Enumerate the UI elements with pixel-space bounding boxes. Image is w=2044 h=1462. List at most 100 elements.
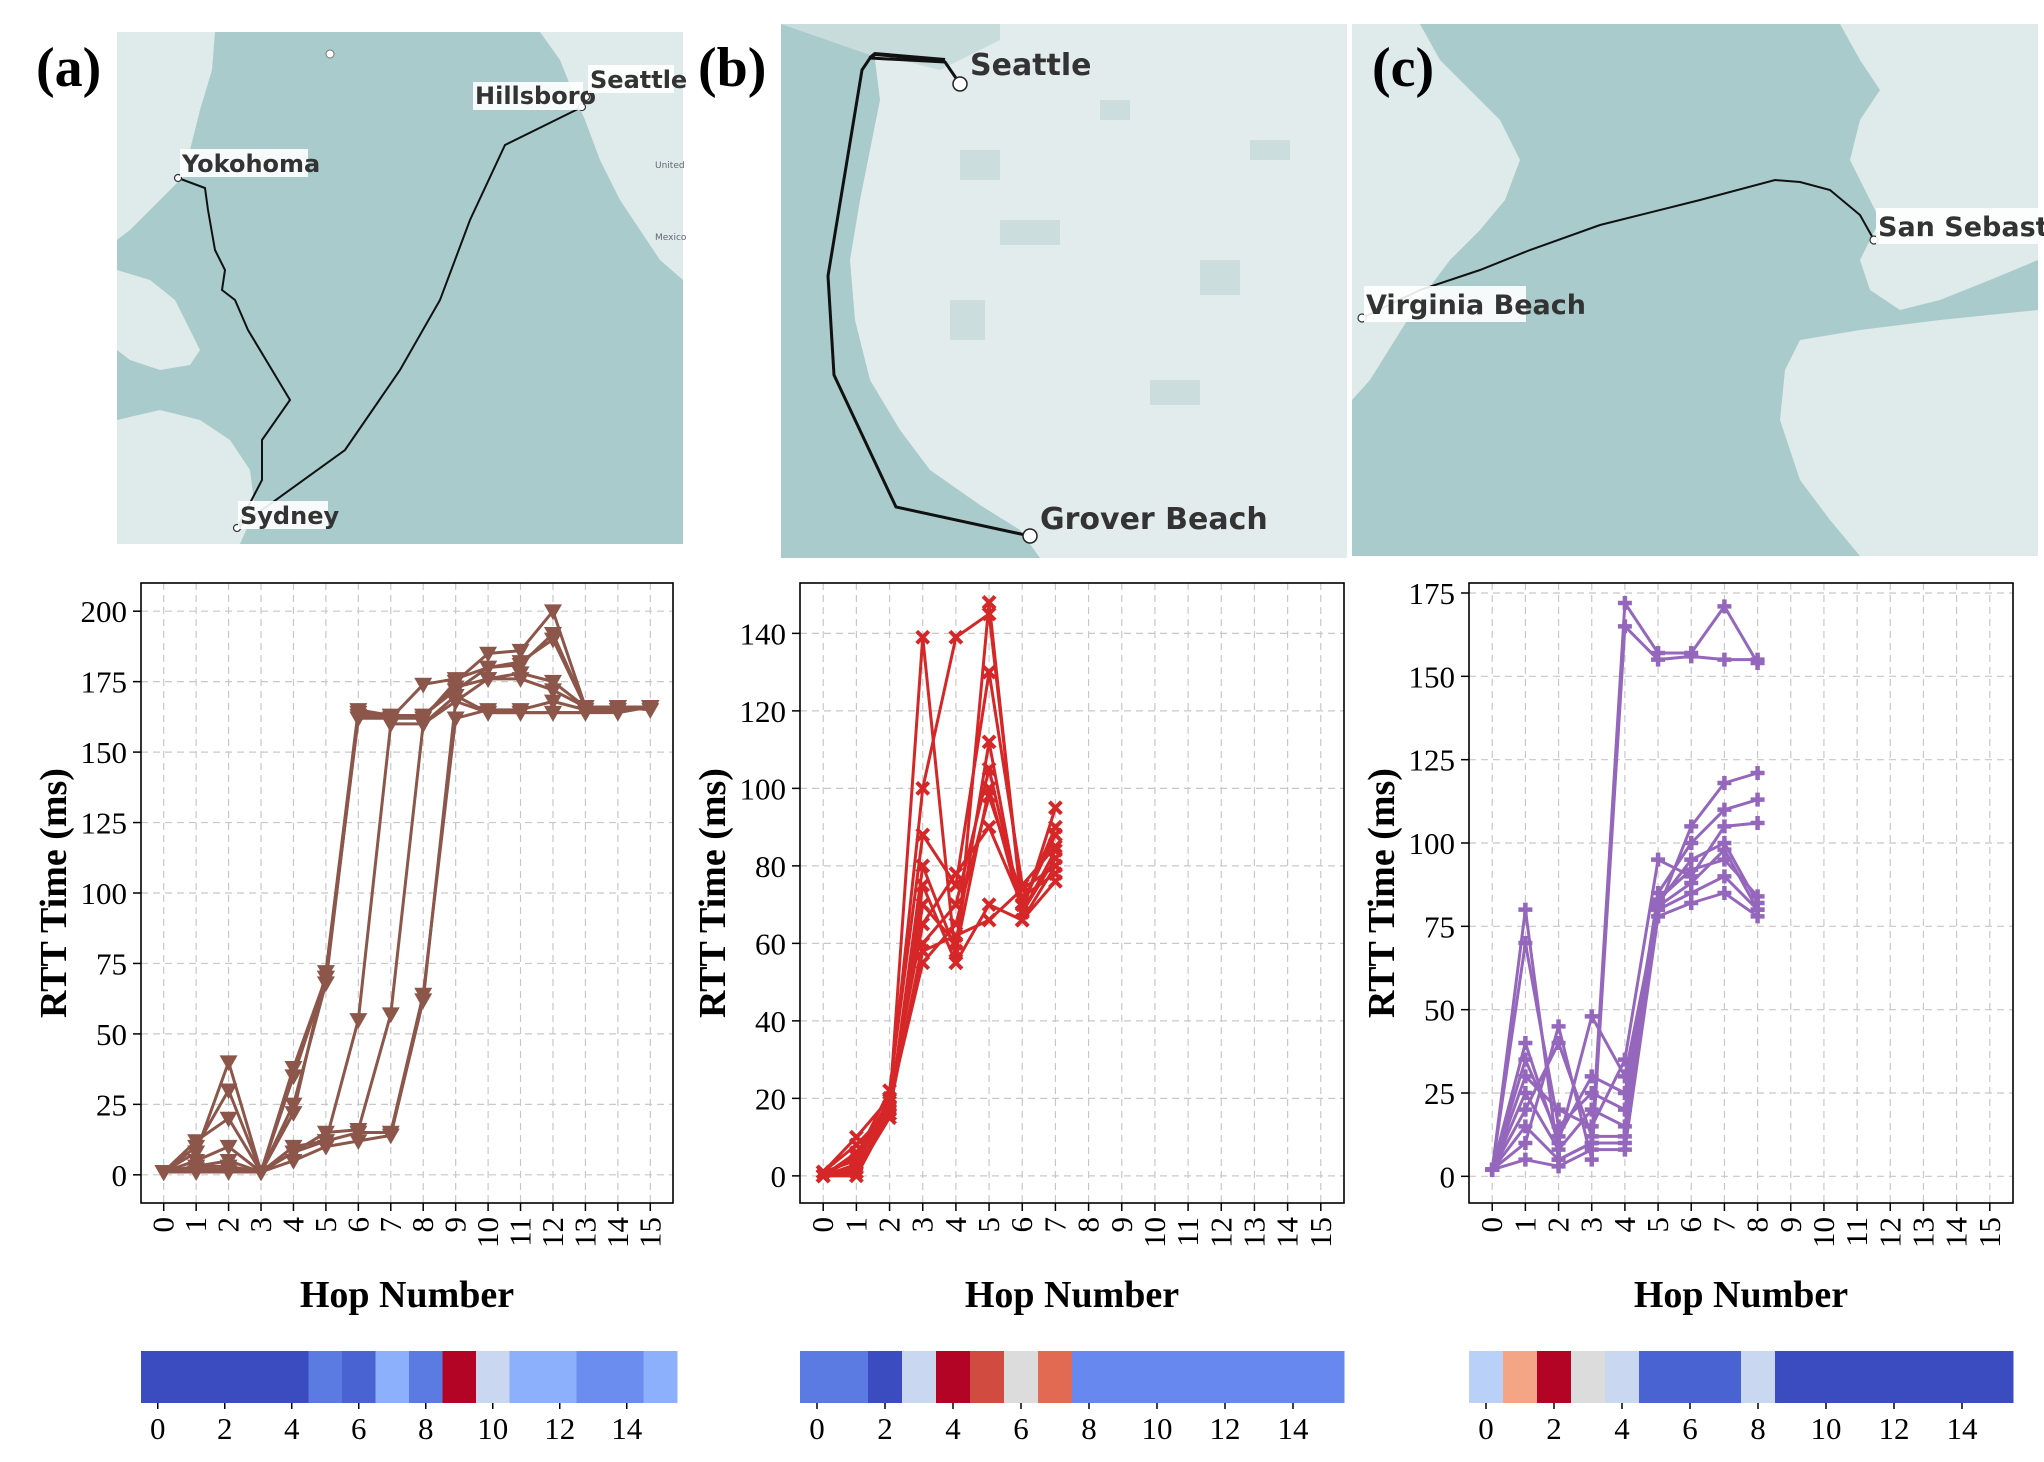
map-b-route <box>826 56 1031 538</box>
heatmap-cell <box>375 1351 410 1403</box>
x-tick-label: 1 <box>178 1217 213 1233</box>
x-tick-label: 8 <box>1740 1217 1775 1233</box>
x-tick-label: 4 <box>938 1217 973 1233</box>
data-point <box>511 672 530 688</box>
map-b-ocean <box>781 24 1040 558</box>
data-point <box>543 674 562 691</box>
data-point <box>284 1097 303 1114</box>
x-tick-label: 5 <box>1640 1217 1675 1233</box>
y-tick-label: 125 <box>81 806 128 841</box>
heatmap-cell <box>1911 1351 1946 1403</box>
data-point <box>882 1106 897 1122</box>
heatmap-tick-label: 4 <box>945 1411 961 1446</box>
map-a-label-seattle: Seattle <box>590 66 687 94</box>
x-tick-label: 1 <box>1507 1217 1542 1233</box>
data-point <box>948 629 964 645</box>
data-point <box>1518 1102 1533 1117</box>
x-tick-label: 13 <box>567 1217 602 1248</box>
data-point <box>414 708 433 725</box>
data-point <box>414 717 433 733</box>
data-point <box>381 1125 400 1142</box>
map-a-label-yokohoma: Yokohoma <box>181 150 320 178</box>
heatmap-tick-label: 10 <box>1811 1411 1842 1446</box>
data-point <box>543 683 562 700</box>
heatmap-tick-label: 12 <box>544 1411 575 1446</box>
data-point <box>1717 652 1732 667</box>
map-c-africa <box>1780 310 2038 556</box>
data-point <box>1047 800 1063 816</box>
series-line <box>163 699 651 1174</box>
heatmap-cell <box>174 1351 209 1403</box>
axes-frame <box>799 582 1345 1204</box>
data-point <box>511 657 530 674</box>
series-line <box>162 609 651 1174</box>
x-tick-label: 3 <box>905 1217 940 1233</box>
data-point <box>414 677 433 694</box>
data-point <box>981 897 997 913</box>
data-point <box>446 711 465 728</box>
x-tick-label: 11 <box>503 1217 538 1247</box>
heatmap-c: 0 2 4 6 8 10 12 14 <box>1469 1351 2014 1446</box>
map-b-label-grover: Grover Beach <box>1040 502 1268 537</box>
y-axis-label: RTT Time (ms) <box>1361 768 1403 1018</box>
series-trace-8 <box>154 694 660 1181</box>
data-point <box>1584 1142 1599 1157</box>
x-tick-label: 1 <box>838 1217 873 1233</box>
data-point <box>1684 876 1699 890</box>
heatmap-cell <box>409 1351 443 1403</box>
heatmap-cell <box>1469 1351 1504 1403</box>
data-point <box>1617 619 1632 634</box>
data-point <box>349 1013 368 1029</box>
data-point <box>1584 1129 1599 1144</box>
series-line <box>163 671 651 1174</box>
x-tick-label: 8 <box>1071 1217 1106 1233</box>
map-a-dot-extra <box>325 49 335 59</box>
heatmap-cell <box>141 1351 175 1403</box>
map-c: Virginia Beach San Sebastian <box>1352 24 2044 556</box>
x-tick-label: 7 <box>373 1217 408 1233</box>
data-point <box>1518 1152 1533 1167</box>
heatmap-cell <box>442 1351 477 1403</box>
heatmap-cell <box>1503 1351 1538 1403</box>
data-point <box>511 643 530 660</box>
x-tick-label: 12 <box>1203 1217 1238 1248</box>
data-point <box>219 1159 238 1176</box>
x-tick-label: 3 <box>243 1217 278 1233</box>
data-point <box>1617 596 1632 610</box>
data-point <box>1551 1036 1566 1050</box>
heatmap-cell <box>1639 1351 1674 1403</box>
data-point <box>1684 649 1699 664</box>
x-tick-label: 11 <box>1170 1217 1205 1247</box>
data-point <box>1551 1102 1566 1117</box>
x-tick-label: 14 <box>600 1217 635 1249</box>
series-line <box>162 632 651 1174</box>
x-tick-label: 10 <box>1137 1217 1172 1248</box>
data-point <box>284 1153 303 1170</box>
x-tick-label: 6 <box>1004 1217 1039 1233</box>
data-point <box>1518 1036 1533 1050</box>
data-point <box>1584 1009 1599 1024</box>
data-point <box>252 1165 271 1181</box>
data-point <box>1617 1142 1632 1157</box>
data-point <box>154 1165 173 1181</box>
y-tick-label: 175 <box>81 665 128 700</box>
map-c-label-virginia: Virginia Beach <box>1366 290 1586 321</box>
data-point <box>1684 819 1699 834</box>
series-line <box>162 677 651 1174</box>
x-tick-label: 14 <box>1270 1217 1305 1249</box>
data-point <box>219 1139 238 1156</box>
data-point <box>1047 827 1063 843</box>
data-point <box>543 705 562 722</box>
data-point <box>1485 1162 1500 1177</box>
data-point <box>1750 902 1765 917</box>
x-tick-label: 7 <box>1037 1217 1072 1233</box>
heatmap-tick-label: 2 <box>877 1411 893 1446</box>
data-point <box>479 660 498 677</box>
x-tick-label: 10 <box>1806 1217 1841 1248</box>
series-line <box>822 767 1057 1174</box>
data-point <box>1047 858 1063 874</box>
data-point <box>284 1069 303 1086</box>
map-a-route-sydney-hillsboro <box>236 107 581 529</box>
data-point <box>981 780 997 796</box>
data-point <box>316 976 335 993</box>
